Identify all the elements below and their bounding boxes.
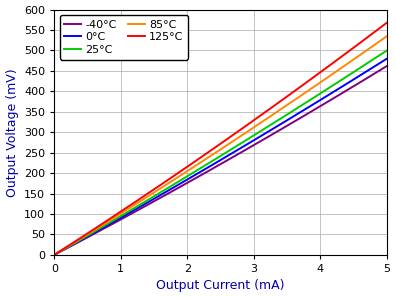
25°C [212, 158, 217, 162]
85°C [210, 153, 215, 157]
-40°C [325, 100, 329, 104]
Line: -40°C: -40°C [54, 66, 387, 255]
-40°C [212, 166, 217, 170]
125°C [232, 132, 237, 136]
125°C [385, 21, 389, 24]
125°C [377, 27, 381, 30]
25°C [250, 135, 255, 138]
Line: 25°C: 25°C [54, 50, 387, 255]
-40°C [385, 64, 389, 68]
Legend: -40°C, 0°C, 25°C, 85°C, 125°C: -40°C, 0°C, 25°C, 85°C, 125°C [60, 15, 188, 60]
25°C [325, 87, 329, 91]
-40°C [250, 144, 255, 148]
-40°C [232, 155, 237, 158]
Y-axis label: Output Voltage (mV): Output Voltage (mV) [6, 68, 19, 196]
25°C [210, 159, 215, 163]
-40°C [52, 253, 57, 257]
85°C [52, 253, 57, 257]
85°C [250, 127, 255, 130]
0°C [250, 139, 255, 143]
Line: 85°C: 85°C [54, 36, 387, 255]
25°C [377, 54, 381, 58]
85°C [377, 40, 381, 44]
85°C [212, 152, 217, 155]
0°C [210, 163, 215, 167]
Line: 125°C: 125°C [54, 23, 387, 255]
125°C [212, 146, 217, 150]
0°C [52, 253, 57, 257]
0°C [232, 150, 237, 154]
125°C [210, 148, 215, 151]
85°C [385, 34, 389, 38]
0°C [385, 57, 389, 60]
85°C [232, 139, 237, 142]
125°C [52, 253, 57, 257]
-40°C [377, 69, 381, 73]
125°C [250, 119, 255, 123]
Line: 0°C: 0°C [54, 59, 387, 255]
125°C [325, 66, 329, 69]
25°C [385, 49, 389, 52]
25°C [232, 146, 237, 149]
0°C [377, 62, 381, 66]
-40°C [210, 167, 215, 171]
X-axis label: Output Current (mA): Output Current (mA) [156, 280, 285, 292]
25°C [52, 253, 57, 257]
0°C [325, 94, 329, 98]
85°C [325, 76, 329, 80]
0°C [212, 162, 217, 165]
